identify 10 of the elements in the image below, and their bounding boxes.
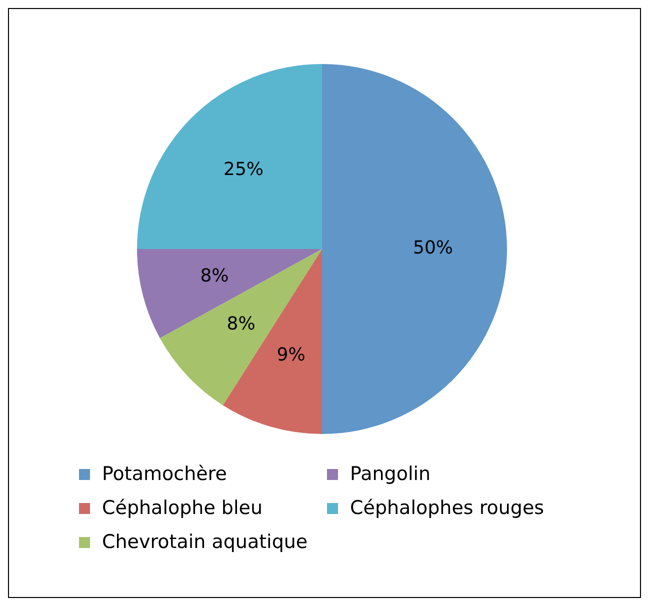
- data-label: 25%: [224, 159, 264, 180]
- legend-label: Potamochère: [102, 463, 227, 485]
- legend-label: Céphalophe bleu: [102, 497, 263, 519]
- data-label: 50%: [412, 238, 454, 259]
- legend-label: Pangolin: [350, 463, 431, 485]
- data-label: 8%: [226, 314, 256, 335]
- data-label: 9%: [276, 344, 306, 366]
- data-label: 8%: [200, 265, 229, 286]
- legend-label: Chevrotain aquatique: [102, 531, 308, 553]
- legend-label: Céphalophes rouges: [350, 497, 544, 519]
